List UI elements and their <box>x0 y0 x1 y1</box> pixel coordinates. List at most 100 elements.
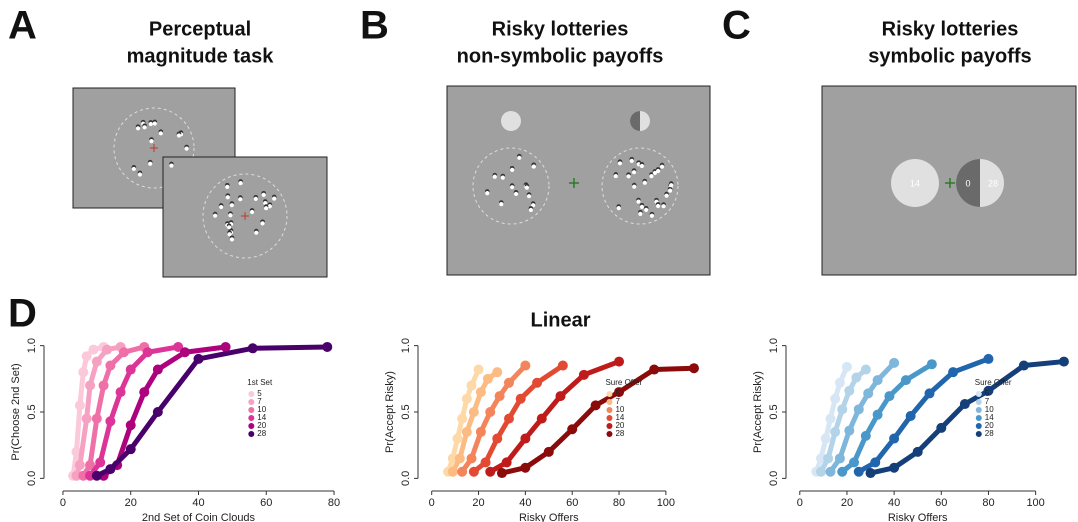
data-point <box>466 380 477 391</box>
data-point <box>85 380 96 391</box>
data-point <box>179 347 190 358</box>
panel-title: Risky lotteries <box>882 18 1019 40</box>
legend-swatch <box>248 391 255 397</box>
coin <box>148 121 153 127</box>
risky-payoff: 0 <box>965 178 970 188</box>
coin <box>524 185 530 190</box>
x-tick-label: 60 <box>566 497 578 509</box>
data-point <box>220 341 231 352</box>
coin <box>261 192 266 197</box>
data-point <box>1018 360 1029 371</box>
data-point <box>520 433 531 444</box>
data-point <box>520 360 531 371</box>
data-point <box>860 364 871 375</box>
data-point <box>485 407 496 417</box>
data-point <box>125 364 136 375</box>
coin <box>616 206 621 211</box>
data-point <box>457 466 468 477</box>
data-point <box>466 453 477 464</box>
coin <box>644 207 649 212</box>
data-point <box>884 391 895 402</box>
data-point <box>480 457 491 468</box>
data-point <box>555 391 566 402</box>
y-tick-label: 0.5 <box>26 404 38 419</box>
data-point <box>983 353 994 364</box>
coin <box>661 204 666 209</box>
legend-swatch <box>975 391 982 397</box>
panel-title: magnitude task <box>127 45 275 67</box>
data-point <box>536 413 547 424</box>
data-point <box>1058 356 1069 367</box>
data-point <box>860 430 871 441</box>
data-point <box>614 387 625 398</box>
x-tick-label: 20 <box>125 497 137 509</box>
data-point <box>503 377 514 388</box>
coin <box>227 232 232 237</box>
coin <box>500 175 505 180</box>
data-point <box>816 453 827 464</box>
data-point <box>95 457 106 468</box>
data-point <box>900 375 911 386</box>
data-point <box>959 399 970 410</box>
data-point <box>105 360 116 371</box>
data-point <box>515 393 526 404</box>
data-point <box>454 453 465 464</box>
coin <box>656 168 661 174</box>
coin <box>267 204 272 209</box>
panel-title: non-symbolic payoffs <box>457 45 664 67</box>
coin <box>238 181 243 186</box>
data-point <box>870 457 881 468</box>
data-point <box>105 416 116 427</box>
panel-label: B <box>360 4 389 48</box>
legend-label: 10 <box>615 405 624 414</box>
legend-title: Sure Offer <box>975 378 1012 387</box>
fixation-cross <box>150 144 158 152</box>
data-point <box>142 347 153 358</box>
coin <box>499 202 504 207</box>
coin <box>149 139 154 144</box>
data-point <box>81 413 92 424</box>
data-point <box>820 433 831 444</box>
data-point <box>936 422 947 433</box>
y-tick-label: 0.0 <box>26 471 38 486</box>
data-point <box>85 460 96 471</box>
legend-label: 20 <box>985 421 994 430</box>
coin <box>169 163 174 168</box>
coin <box>219 204 224 210</box>
coin <box>184 146 189 151</box>
risky-slice <box>956 159 980 207</box>
data-point <box>649 364 660 375</box>
coin <box>636 162 641 167</box>
y-tick-label: 0.5 <box>400 404 412 419</box>
data-point <box>614 356 625 367</box>
fit-line <box>868 359 1067 476</box>
legend-swatch <box>975 431 982 437</box>
data-point <box>125 444 136 455</box>
cloud-outline <box>601 147 679 225</box>
legend-swatch <box>606 415 613 421</box>
data-point <box>447 466 458 477</box>
data-point <box>834 377 845 388</box>
coin <box>485 191 490 196</box>
data-point <box>496 468 507 479</box>
coin <box>253 196 258 201</box>
data-point <box>473 364 484 375</box>
data-point <box>851 372 862 383</box>
coin <box>631 170 637 175</box>
coin <box>148 161 153 166</box>
panel-label: A <box>8 4 37 48</box>
data-point <box>844 425 855 436</box>
data-point <box>501 457 512 468</box>
coin <box>649 213 655 218</box>
coin <box>238 197 243 202</box>
data-point <box>475 387 486 398</box>
coin <box>664 193 669 198</box>
legend-swatch <box>606 391 613 397</box>
data-point <box>543 446 554 457</box>
x-axis-label: Risky Offers <box>888 512 948 522</box>
data-point <box>889 462 900 473</box>
legend-label: 10 <box>257 405 266 414</box>
data-point <box>825 466 836 477</box>
legend-label: 7 <box>257 397 262 406</box>
